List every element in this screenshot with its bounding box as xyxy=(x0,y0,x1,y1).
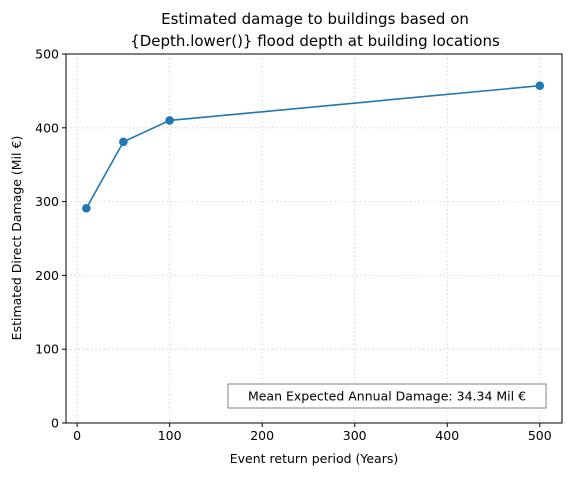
x-tick-label-4: 400 xyxy=(435,428,459,443)
annotation-box: Mean Expected Annual Damage: 34.34 Mil € xyxy=(227,383,547,409)
y-tick-label-4: 400 xyxy=(35,120,59,135)
x-axis-label: Event return period (Years) xyxy=(230,451,399,466)
x-tick-label-5: 500 xyxy=(528,428,552,443)
axes-layer: 0 100 200 300 400 500 0 100 200 300 400 500 xyxy=(35,47,563,443)
x-tick-label-2: 200 xyxy=(250,428,274,443)
plot-frame xyxy=(65,53,563,424)
data-point-0-1 xyxy=(119,137,128,147)
series-layer xyxy=(82,81,545,213)
chart-title-line-1: Estimated damage to buildings based on xyxy=(161,10,469,28)
data-point-0-0 xyxy=(82,203,91,213)
x-tick-label-1: 100 xyxy=(158,428,182,443)
y-axis-label: Estimated Direct Damage (Mil €) xyxy=(9,136,24,341)
mean-annual-damage-text: Mean Expected Annual Damage: 34.34 Mil € xyxy=(248,389,526,404)
y-tick-label-5: 500 xyxy=(35,47,59,62)
y-tick-label-1: 100 xyxy=(35,342,59,357)
chart-title-line-2: {Depth.lower()} flood depth at building … xyxy=(130,32,500,50)
y-tick-label-2: 200 xyxy=(35,268,59,283)
annotation-frame xyxy=(227,383,547,409)
grid-layer xyxy=(66,53,562,424)
y-tick-label-3: 300 xyxy=(35,194,59,209)
data-point-0-2 xyxy=(165,116,174,125)
x-tick-label-0: 0 xyxy=(73,428,81,443)
series-line-0 xyxy=(85,84,540,209)
y-tick-label-0: 0 xyxy=(51,416,59,431)
data-point-0-3 xyxy=(535,81,545,91)
x-tick-label-3: 300 xyxy=(343,428,367,443)
